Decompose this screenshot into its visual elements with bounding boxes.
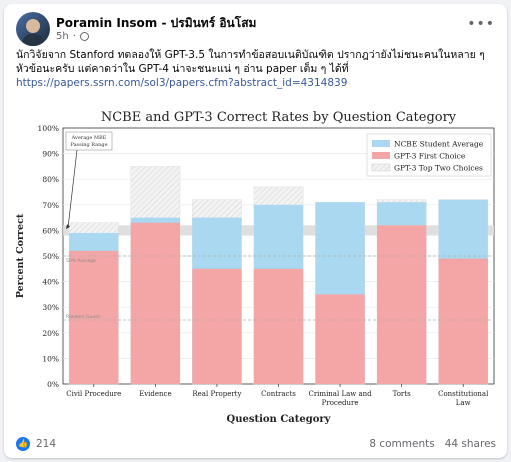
bar-gpt3-first-choice bbox=[130, 222, 180, 384]
post-meta: 5h · bbox=[56, 31, 89, 42]
x-tick-label: Civil Procedure bbox=[66, 390, 121, 398]
x-tick-label: Real Property bbox=[192, 390, 241, 398]
annotation-arrow bbox=[67, 149, 78, 228]
legend-swatch bbox=[371, 163, 391, 172]
chart-svg: NCBE and GPT-3 Correct Rates by Question… bbox=[10, 104, 501, 430]
x-tick-label: Torts bbox=[393, 390, 411, 398]
avatar-head bbox=[26, 19, 40, 33]
bar-gpt3-first-choice bbox=[192, 268, 242, 384]
avatar[interactable] bbox=[16, 12, 50, 46]
y-tick-label: 0% bbox=[47, 380, 59, 389]
y-tick-label: 100% bbox=[38, 124, 59, 133]
y-tick-label: 30% bbox=[42, 303, 59, 312]
bar-gpt3-first-choice bbox=[69, 250, 119, 384]
share-count[interactable]: 44 shares bbox=[444, 438, 496, 450]
x-tick-label: Criminal Law and bbox=[308, 390, 372, 398]
legend-label: NCBE Student Average bbox=[394, 140, 484, 149]
bar-gpt3-first-choice bbox=[377, 225, 427, 384]
passing-range-label-line-2: Passing Range bbox=[70, 142, 107, 148]
avatar-body bbox=[22, 34, 44, 46]
bar-gpt3-first-choice bbox=[438, 258, 488, 384]
legend-swatch bbox=[372, 140, 390, 147]
post-stats: 8 comments 44 shares bbox=[369, 438, 496, 450]
post-footer: 👍 214 8 comments 44 shares bbox=[16, 436, 496, 454]
chart-title: NCBE and GPT-3 Correct Rates by Question… bbox=[101, 110, 457, 125]
y-tick-label: 60% bbox=[42, 226, 59, 235]
passing-range-annotation-box bbox=[65, 131, 113, 151]
x-tick-label: Evidence bbox=[139, 390, 172, 398]
post-text-line-2: หัวข้อนะครับ แต่คาดว่าใน GPT-4 น่าจะชนะแ… bbox=[16, 63, 349, 75]
x-axis-label: Question Category bbox=[227, 414, 332, 425]
post-time[interactable]: 5h bbox=[56, 31, 69, 42]
line-50-label: 50% Average bbox=[66, 258, 96, 264]
x-tick-label: Contracts bbox=[261, 390, 296, 398]
line-25-label: Random Guess bbox=[66, 314, 101, 320]
legend-swatch bbox=[372, 152, 390, 159]
annotation-arrowhead bbox=[66, 224, 70, 230]
y-tick-label: 80% bbox=[42, 175, 59, 184]
y-tick-label: 20% bbox=[42, 329, 59, 338]
bar-gpt3-first-choice bbox=[315, 294, 365, 384]
x-tick-label: Procedure bbox=[322, 399, 359, 407]
comment-count[interactable]: 8 comments bbox=[369, 438, 435, 450]
bar-gpt3-first-choice bbox=[253, 268, 304, 384]
legend-label: GPT-3 First Choice bbox=[394, 152, 466, 161]
like-icon[interactable]: 👍 bbox=[16, 437, 30, 451]
legend-label: GPT-3 Top Two Choices bbox=[394, 164, 483, 173]
y-tick-label: 90% bbox=[42, 150, 59, 159]
post-card: Poramin Insom - ปรมินทร์ อินโสม 5h · •••… bbox=[4, 4, 507, 458]
x-tick-label: Constitutional bbox=[438, 390, 489, 398]
y-axis-label: Percent Correct bbox=[15, 213, 26, 298]
author-name[interactable]: Poramin Insom - ปรมินทร์ อินโสม bbox=[56, 16, 257, 30]
dot-separator: · bbox=[72, 31, 76, 42]
passing-range-label-line-1: Average MBE bbox=[71, 135, 107, 141]
y-tick-label: 50% bbox=[42, 252, 59, 261]
paper-link[interactable]: https://papers.ssrn.com/sol3/papers.cfm?… bbox=[16, 77, 348, 89]
post-text: นักวิจัยจาก Stanford ทดลองให้ GPT-3.5 ใน… bbox=[16, 48, 496, 90]
more-dots-icon[interactable]: ••• bbox=[467, 16, 495, 32]
chart-image[interactable]: NCBE and GPT-3 Correct Rates by Question… bbox=[10, 104, 501, 430]
post-text-line-1: นักวิจัยจาก Stanford ทดลองให้ GPT-3.5 ใน… bbox=[16, 49, 485, 61]
x-tick-label: Law bbox=[456, 399, 471, 407]
y-tick-label: 40% bbox=[42, 278, 59, 287]
y-tick-label: 10% bbox=[42, 354, 59, 363]
y-tick-label: 70% bbox=[42, 201, 59, 210]
reaction-count[interactable]: 214 bbox=[36, 438, 57, 450]
globe-icon bbox=[79, 32, 89, 41]
